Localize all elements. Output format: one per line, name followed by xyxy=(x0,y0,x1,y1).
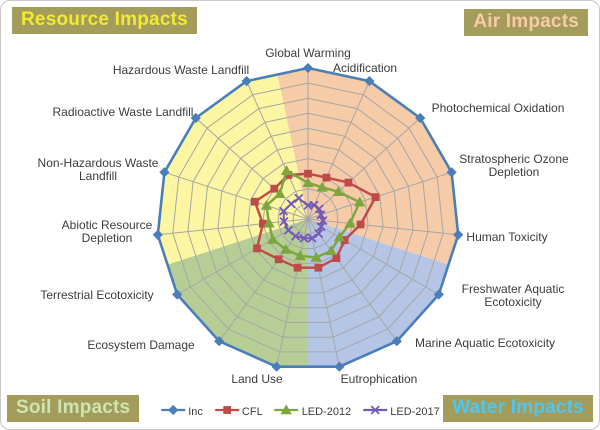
axis-label: Human Toxicity xyxy=(466,230,547,244)
legend-label: Inc xyxy=(188,406,203,418)
axis-label: Abiotic Resource Depletion xyxy=(62,218,153,245)
grid-ring xyxy=(277,188,339,249)
axis-label: Radioactive Waste Landfill xyxy=(53,105,194,119)
grid-ring xyxy=(217,127,399,309)
legend-label: CFL xyxy=(241,406,263,418)
axis-label: Photochemical Oxidation xyxy=(432,101,565,115)
axis-label: Hazardous Waste Landfill xyxy=(113,63,249,77)
axis-label: Non-Hazardous Waste Landfill xyxy=(38,156,159,183)
axis-label: Freshwater Aquatic Ecotoxicity xyxy=(462,282,565,309)
series-CFL xyxy=(253,172,377,269)
axis-label: Stratospheric Ozone Depletion xyxy=(459,152,569,179)
axis-label: Terrestrial Ecotoxicity xyxy=(40,288,153,302)
axis-label: Marine Aquatic Ecotoxicity xyxy=(415,336,555,350)
axis-spoke xyxy=(307,218,398,342)
axis-label: Acidification xyxy=(333,61,397,75)
axis-spoke xyxy=(307,218,459,236)
legend-marker-triangle-icon xyxy=(274,403,300,421)
resource-impacts-badge: Resource Impacts xyxy=(12,7,197,34)
axis-spoke xyxy=(307,171,452,220)
air-impacts-badge: Air Impacts xyxy=(464,9,588,36)
chart-legend: Inc CFL LED-2012 LED-2017 xyxy=(160,403,440,421)
axis-label: Ecosystem Damage xyxy=(87,338,195,352)
axis-label: Global Warming xyxy=(265,46,351,60)
axis-label: Land Use xyxy=(231,372,283,386)
legend-item-inc: Inc xyxy=(160,403,203,421)
grid-ring xyxy=(172,82,444,353)
grid-ring xyxy=(187,97,429,338)
sector-fill xyxy=(308,219,449,367)
legend-item-cfl: CFL xyxy=(214,403,263,421)
legend-label: LED-2017 xyxy=(390,406,440,418)
grid-ring xyxy=(202,112,414,323)
legend-item-led-2017: LED-2017 xyxy=(362,403,440,421)
axis-spoke xyxy=(276,218,309,367)
soil-impacts-badge: Soil Impacts xyxy=(7,395,140,422)
legend-marker-x-icon xyxy=(362,403,388,421)
legend-label: LED-2012 xyxy=(301,406,352,418)
legend-marker-diamond-icon xyxy=(160,403,186,421)
water-impacts-badge: Water Impacts xyxy=(443,395,593,422)
grid-ring xyxy=(232,142,384,294)
axis-spoke xyxy=(307,117,421,220)
axis-spoke xyxy=(307,218,440,295)
series-Inc xyxy=(156,66,460,369)
legend-marker-square-icon xyxy=(214,403,240,421)
axis-spoke xyxy=(307,218,340,367)
series-LED-2012 xyxy=(265,169,361,259)
legend-item-led-2012: LED-2012 xyxy=(274,403,352,421)
axis-label: Eutrophication xyxy=(341,372,418,386)
axis-spoke xyxy=(307,80,370,220)
